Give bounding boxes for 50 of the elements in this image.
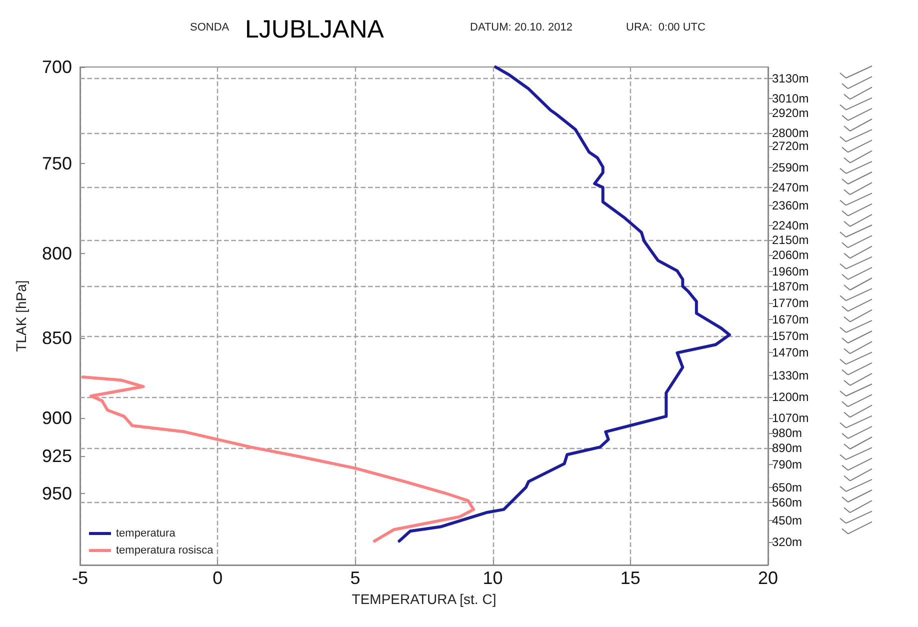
y2-tick-label: 1870m [772, 279, 809, 294]
text: DATUM: 20.10. 2012 [470, 22, 573, 34]
y-tick-label: 900 [42, 408, 72, 428]
y2-tick-label: 1770m [772, 296, 809, 310]
y2-tick-label: 2920m [772, 106, 809, 120]
x-tick-label: 5 [350, 568, 360, 588]
y2-tick-label: 790m [772, 457, 802, 472]
y2-tick-label: 980m [772, 426, 802, 440]
x-axis-title: TEMPERATURA [st. C] [352, 590, 496, 607]
y-tick-label: 925 [42, 446, 72, 466]
y-tick-label: 750 [42, 153, 72, 174]
y2-tick-label: 1960m [772, 264, 809, 278]
y2-tick-label: 2060m [772, 248, 809, 262]
text: URA: 0:00 UTC [626, 22, 706, 34]
y-tick-label: 950 [42, 483, 72, 504]
y2-tick-label: 2240m [772, 218, 809, 232]
y2-tick-label: 650m [772, 480, 802, 494]
y2-tick-label: 2470m [772, 180, 809, 194]
chart-title: LJUBLJANA [245, 16, 384, 44]
x-tick-label: -5 [72, 568, 88, 588]
x-tick-label: 20 [758, 568, 778, 588]
y2-tick-label: 2720m [772, 139, 809, 154]
line-series [81, 375, 476, 543]
y-tick-label: 700 [42, 57, 72, 77]
y2-tick-label: 2360m [772, 198, 809, 213]
y2-tick-label: 1570m [772, 328, 809, 343]
line-series [398, 66, 731, 543]
y2-tick-label: 2800m [772, 126, 809, 140]
y2-tick-label: 890m [772, 440, 802, 455]
y2-tick-label: 560m [772, 495, 802, 510]
y2-tick-label: 1070m [772, 411, 809, 426]
x-tick-label: 0 [212, 568, 223, 588]
legend-label: temperatura [116, 528, 176, 540]
y2-tick-label: 1200m [772, 390, 809, 404]
y2-tick-label: 320m [772, 534, 802, 549]
y2-tick-label: 2150m [772, 233, 809, 248]
y2-tick-label: 3010m [772, 91, 809, 106]
x-tick-label: 10 [482, 568, 503, 588]
x-tick-label: 15 [620, 568, 640, 588]
legend-label: temperatura rosisca [116, 544, 214, 556]
text: SONDA [190, 22, 230, 34]
y2-tick-label: 1330m [772, 368, 809, 382]
y2-tick-label: 2590m [772, 160, 809, 175]
y-axis-title: TLAK [hPa] [13, 280, 29, 352]
y-tick-label: 850 [42, 328, 72, 348]
y2-tick-label: 3130m [772, 72, 809, 86]
y2-tick-label: 1470m [772, 345, 809, 360]
y2-tick-label: 1670m [772, 312, 809, 326]
y-tick-label: 800 [42, 243, 72, 264]
y2-tick-label: 450m [772, 513, 802, 528]
